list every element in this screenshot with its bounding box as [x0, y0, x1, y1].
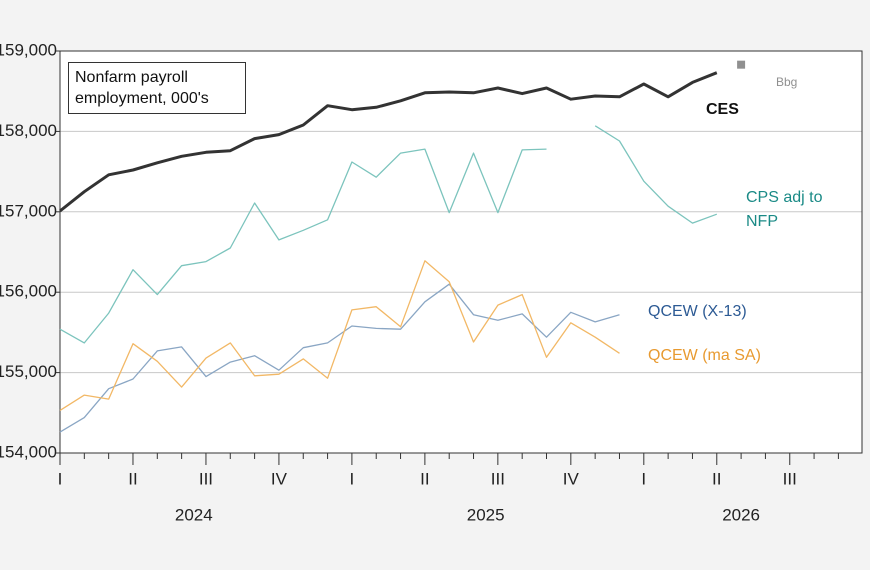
y-tick-label: 158,000 — [0, 121, 57, 140]
year-label: 2025 — [467, 505, 505, 524]
x-tick-label: III — [199, 469, 213, 488]
x-tick-label: II — [712, 469, 721, 488]
y-tick-label: 155,000 — [0, 362, 57, 381]
x-tick-label: I — [58, 469, 63, 488]
x-tick-label: I — [350, 469, 355, 488]
x-tick-label: III — [491, 469, 505, 488]
x-tick-label: IV — [271, 469, 288, 488]
series-label: Bbg — [776, 75, 798, 89]
marker — [737, 60, 746, 69]
y-tick-label: 154,000 — [0, 442, 57, 461]
series-line — [59, 260, 620, 411]
x-tick-label: IV — [563, 469, 580, 488]
plot-frame — [59, 50, 863, 454]
y-tick-label: 157,000 — [0, 201, 57, 220]
x-tick-label: II — [420, 469, 429, 488]
series-line — [59, 283, 620, 433]
year-label: 2026 — [722, 505, 760, 524]
y-tick-label: 159,000 — [0, 40, 57, 59]
y-tick-label: 156,000 — [0, 282, 57, 301]
x-tick-label: II — [128, 469, 137, 488]
series-label: QCEW (X-13) — [648, 303, 747, 320]
plot-area — [60, 51, 862, 453]
year-label: 2024 — [175, 505, 213, 524]
series-line — [59, 71, 718, 213]
series-line — [59, 125, 718, 344]
series-label: CPS adj to NFP — [746, 189, 823, 230]
series-label: CES — [706, 101, 739, 118]
x-tick-label: III — [783, 469, 797, 488]
chart-title: Nonfarm payroll employment, 000's — [68, 62, 246, 114]
series-label: QCEW (ma SA) — [648, 347, 761, 364]
x-tick-label: I — [641, 469, 646, 488]
